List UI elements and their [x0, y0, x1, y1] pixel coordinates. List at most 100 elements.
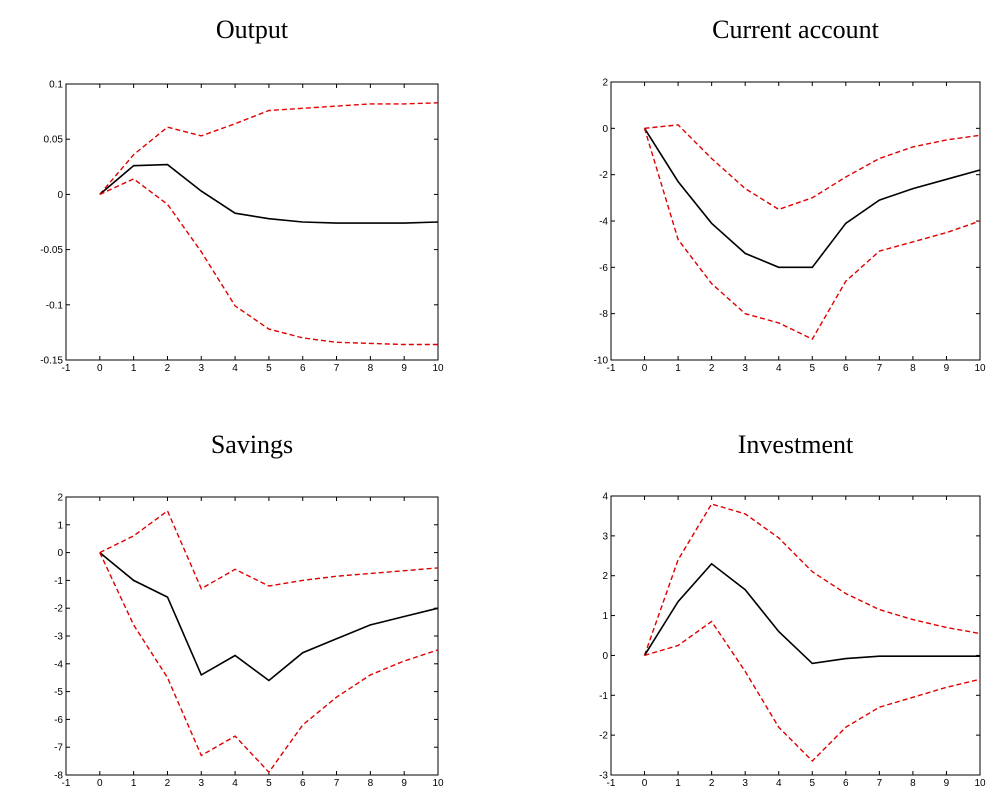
x-tick-label: 5 — [266, 363, 272, 374]
series-line-upper — [99, 102, 439, 195]
y-tick-label: -6 — [599, 263, 608, 274]
chart-title: Savings — [211, 430, 293, 459]
y-tick-label: 0.1 — [49, 80, 63, 91]
chart-panel-4: Investment -1 0 1 2 3 4 5 6 7 8 9 10 -3 -2 -1 0 1 2 3 4 — [599, 430, 986, 789]
y-tick-label: -7 — [54, 743, 63, 754]
x-tick-label: 2 — [709, 363, 715, 374]
y-tick-label: -4 — [599, 217, 608, 228]
x-tick-label: 4 — [232, 363, 238, 374]
y-tick-label: -8 — [599, 309, 608, 320]
x-tick-label: 4 — [232, 778, 238, 789]
x-tick-label: -1 — [62, 778, 71, 789]
x-tick-label: 1 — [675, 363, 681, 374]
y-tick-label: 0 — [602, 651, 608, 662]
x-tick-label: 8 — [910, 363, 916, 374]
x-tick-label: 2 — [165, 363, 171, 374]
x-tick-label: 6 — [300, 363, 306, 374]
x-tick-label: 7 — [877, 363, 883, 374]
x-tick-label: 0 — [642, 778, 648, 789]
x-tick-label: 1 — [675, 778, 681, 789]
plot-frame — [65, 83, 439, 361]
x-tick-label: 6 — [843, 363, 849, 374]
x-tick-label: 3 — [742, 363, 748, 374]
series-line-mean — [99, 551, 439, 682]
y-tick-label: 1 — [57, 520, 63, 531]
y-tick-label: -0.05 — [40, 245, 63, 256]
y-tick-label: 2 — [602, 78, 608, 89]
x-tick-label: 3 — [198, 363, 204, 374]
plot-frame — [65, 496, 439, 776]
x-tick-label: 9 — [401, 778, 407, 789]
series-line-lower — [99, 552, 439, 774]
chart-panel-1: Output -1 0 1 2 3 4 5 6 7 8 9 10 -0.15 -0.1 -0.05 0 0.05 0… — [40, 15, 444, 374]
y-tick-label: -1 — [54, 576, 63, 587]
x-tick-label: 7 — [334, 778, 340, 789]
y-tick-label: -1 — [599, 691, 608, 702]
x-tick-label: 6 — [300, 778, 306, 789]
chart-title: Output — [216, 15, 289, 44]
series-line-mean — [643, 562, 980, 665]
x-tick-label: 0 — [97, 778, 103, 789]
x-tick-label: 9 — [944, 778, 950, 789]
y-tick-label: -10 — [594, 356, 609, 367]
y-tick-label: -2 — [599, 170, 608, 181]
series-line-lower — [644, 620, 981, 762]
x-tick-label: 5 — [266, 778, 272, 789]
chart-title: Current account — [712, 15, 880, 44]
series-line-upper — [643, 503, 981, 656]
x-tick-label: 3 — [742, 778, 748, 789]
x-tick-label: 10 — [974, 363, 986, 374]
y-tick-label: 2 — [57, 493, 63, 504]
chart-panel-3: Savings -1 0 1 2 3 4 5 6 7 8 9 10 -8 -7 -6 -5 -4 -3 -2 -1 0 1 2 — [54, 430, 444, 789]
chart-title: Investment — [738, 430, 854, 459]
x-tick-label: 7 — [334, 363, 340, 374]
y-tick-label: -2 — [599, 731, 608, 742]
x-tick-label: 1 — [131, 363, 137, 374]
y-tick-label: -4 — [54, 659, 63, 670]
y-tick-label: 0 — [57, 190, 63, 201]
series-line-mean — [643, 127, 981, 269]
x-tick-label: 10 — [974, 778, 986, 789]
x-tick-label: 2 — [709, 778, 715, 789]
series-line-lower — [99, 178, 438, 346]
x-tick-label: 9 — [944, 363, 950, 374]
chart-panel-2: Current account-1 0 1 2 3 4 5 6 7 8 9 10-10-8-6-4-2… — [594, 15, 986, 374]
y-tick-label: 0 — [57, 548, 63, 559]
x-tick-label: 10 — [432, 778, 444, 789]
x-tick-label: -1 — [607, 778, 616, 789]
x-tick-label: -1 — [62, 363, 71, 374]
y-tick-label: -0.1 — [46, 300, 64, 311]
x-tick-label: 10 — [432, 363, 444, 374]
y-tick-label: -3 — [54, 632, 63, 643]
x-tick-label: 5 — [809, 363, 815, 374]
x-tick-label: 0 — [642, 363, 648, 374]
x-tick-label: 7 — [877, 778, 883, 789]
y-tick-label: -3 — [599, 771, 608, 782]
x-tick-label: 4 — [776, 778, 782, 789]
y-tick-label: 0 — [602, 124, 608, 135]
x-tick-label: 8 — [368, 778, 374, 789]
y-tick-label: -5 — [54, 687, 63, 698]
x-tick-label: 8 — [368, 363, 374, 374]
y-tick-label: 2 — [602, 571, 608, 582]
plot-frame — [610, 495, 981, 776]
y-tick-label: -2 — [54, 604, 63, 615]
y-tick-label: -8 — [54, 771, 63, 782]
x-tick-label: 9 — [401, 363, 407, 374]
x-tick-label: 5 — [809, 778, 815, 789]
x-tick-label: 2 — [165, 778, 171, 789]
y-tick-label: -0.15 — [40, 356, 63, 367]
series-line-mean — [99, 163, 439, 224]
y-tick-label: -6 — [54, 715, 63, 726]
series-line-upper — [644, 124, 981, 211]
series-line-upper — [99, 509, 439, 590]
series-line-lower — [643, 128, 981, 341]
y-tick-label: 4 — [602, 492, 608, 503]
x-tick-label: 8 — [910, 778, 916, 789]
y-tick-label: 0.05 — [44, 135, 64, 146]
x-tick-label: -1 — [607, 363, 616, 374]
plot-frame — [610, 81, 981, 361]
x-tick-label: 6 — [843, 778, 849, 789]
x-tick-label: 4 — [776, 363, 782, 374]
